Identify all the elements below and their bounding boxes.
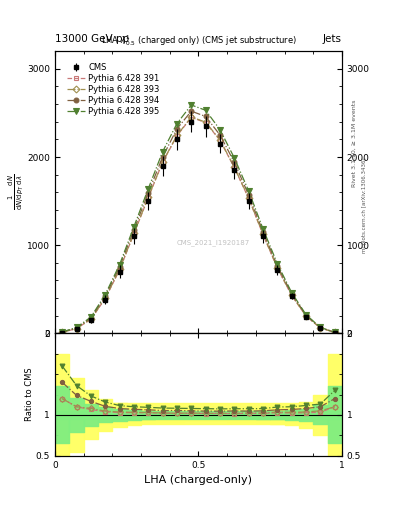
Pythia 6.428 391	[146, 195, 151, 201]
Pythia 6.428 394	[275, 263, 280, 269]
Pythia 6.428 393	[232, 164, 237, 170]
Pythia 6.428 393	[203, 119, 208, 125]
Pythia 6.428 393	[289, 292, 294, 298]
Pythia 6.428 393	[304, 313, 309, 319]
Pythia 6.428 394	[246, 192, 251, 198]
Pythia 6.428 395	[174, 120, 179, 126]
Pythia 6.428 393	[174, 132, 179, 138]
X-axis label: LHA (charged-only): LHA (charged-only)	[145, 475, 252, 485]
Pythia 6.428 395	[60, 329, 64, 335]
Pythia 6.428 393	[60, 329, 64, 335]
Pythia 6.428 394	[304, 312, 309, 318]
Pythia 6.428 391	[304, 313, 309, 319]
Pythia 6.428 394	[88, 315, 93, 321]
Pythia 6.428 391	[232, 164, 237, 170]
Pythia 6.428 391	[332, 329, 337, 335]
Pythia 6.428 395	[146, 186, 151, 192]
Pythia 6.428 394	[132, 227, 136, 233]
Y-axis label: Ratio to CMS: Ratio to CMS	[26, 368, 35, 421]
Pythia 6.428 395	[275, 261, 280, 267]
Pythia 6.428 393	[218, 137, 222, 143]
Pythia 6.428 391	[289, 292, 294, 298]
Pythia 6.428 393	[117, 266, 122, 272]
Line: Pythia 6.428 393: Pythia 6.428 393	[60, 115, 337, 335]
Pythia 6.428 394	[117, 264, 122, 270]
Pythia 6.428 393	[318, 325, 323, 331]
Text: LHA $\lambda^{1}_{0.5}$ (charged only) (CMS jet substructure): LHA $\lambda^{1}_{0.5}$ (charged only) (…	[101, 33, 296, 48]
Pythia 6.428 391	[189, 114, 194, 120]
Pythia 6.428 393	[189, 114, 194, 120]
Pythia 6.428 391	[74, 326, 79, 332]
Pythia 6.428 394	[332, 329, 337, 335]
Text: mcplots.cern.ch [arXiv:1306.3436]: mcplots.cern.ch [arXiv:1306.3436]	[362, 157, 367, 252]
Pythia 6.428 394	[232, 159, 237, 165]
Pythia 6.428 394	[203, 113, 208, 119]
Pythia 6.428 395	[318, 324, 323, 330]
Pythia 6.428 394	[189, 108, 194, 114]
Pythia 6.428 391	[160, 159, 165, 165]
Pythia 6.428 395	[132, 224, 136, 230]
Pythia 6.428 394	[146, 189, 151, 196]
Pythia 6.428 394	[160, 154, 165, 160]
Pythia 6.428 394	[261, 228, 265, 234]
Pythia 6.428 393	[160, 159, 165, 165]
Pythia 6.428 391	[318, 325, 323, 331]
Pythia 6.428 395	[246, 188, 251, 194]
Pythia 6.428 393	[74, 326, 79, 332]
Pythia 6.428 393	[332, 329, 337, 335]
Pythia 6.428 391	[275, 265, 280, 271]
Pythia 6.428 391	[261, 231, 265, 238]
Pythia 6.428 395	[189, 102, 194, 108]
Legend: CMS, Pythia 6.428 391, Pythia 6.428 393, Pythia 6.428 394, Pythia 6.428 395: CMS, Pythia 6.428 391, Pythia 6.428 393,…	[63, 59, 163, 119]
Pythia 6.428 395	[88, 314, 93, 320]
Pythia 6.428 395	[117, 262, 122, 268]
Pythia 6.428 395	[332, 329, 337, 335]
Pythia 6.428 395	[261, 226, 265, 232]
Pythia 6.428 394	[60, 329, 64, 335]
Pythia 6.428 391	[60, 329, 64, 335]
Pythia 6.428 393	[261, 231, 265, 237]
Text: 13000 GeV pp: 13000 GeV pp	[55, 33, 129, 44]
Line: Pythia 6.428 395: Pythia 6.428 395	[59, 102, 338, 335]
Pythia 6.428 395	[74, 324, 79, 330]
Pythia 6.428 394	[174, 126, 179, 132]
Text: Rivet 3.1.10, ≥ 3.1M events: Rivet 3.1.10, ≥ 3.1M events	[352, 100, 357, 187]
Pythia 6.428 395	[304, 312, 309, 318]
Pythia 6.428 395	[203, 107, 208, 113]
Pythia 6.428 391	[88, 316, 93, 323]
Pythia 6.428 393	[246, 195, 251, 201]
Pythia 6.428 394	[103, 293, 108, 300]
Pythia 6.428 391	[117, 267, 122, 273]
Pythia 6.428 394	[289, 291, 294, 297]
Y-axis label: $\frac{1}{\mathrm{d}N/\mathrm{d}p_T}\frac{\mathrm{d}N}{\mathrm{d}\lambda}$: $\frac{1}{\mathrm{d}N/\mathrm{d}p_T}\fra…	[6, 174, 26, 210]
Pythia 6.428 391	[203, 120, 208, 126]
Pythia 6.428 394	[74, 325, 79, 331]
Pythia 6.428 393	[103, 295, 108, 302]
Pythia 6.428 391	[174, 133, 179, 139]
Pythia 6.428 395	[160, 148, 165, 155]
Pythia 6.428 393	[88, 316, 93, 322]
Pythia 6.428 391	[103, 295, 108, 302]
Pythia 6.428 395	[289, 290, 294, 296]
Pythia 6.428 393	[275, 265, 280, 271]
Text: Jets: Jets	[323, 33, 342, 44]
Pythia 6.428 395	[218, 126, 222, 133]
Line: Pythia 6.428 391: Pythia 6.428 391	[60, 115, 337, 335]
Pythia 6.428 395	[232, 155, 237, 161]
Pythia 6.428 393	[146, 194, 151, 200]
Pythia 6.428 394	[218, 132, 222, 138]
Pythia 6.428 394	[318, 325, 323, 331]
Pythia 6.428 391	[132, 231, 136, 237]
Text: CMS_2021_I1920187: CMS_2021_I1920187	[176, 240, 250, 246]
Pythia 6.428 393	[132, 230, 136, 237]
Pythia 6.428 391	[218, 137, 222, 143]
Pythia 6.428 391	[246, 196, 251, 202]
Pythia 6.428 395	[103, 291, 108, 297]
Line: Pythia 6.428 394: Pythia 6.428 394	[60, 109, 337, 335]
